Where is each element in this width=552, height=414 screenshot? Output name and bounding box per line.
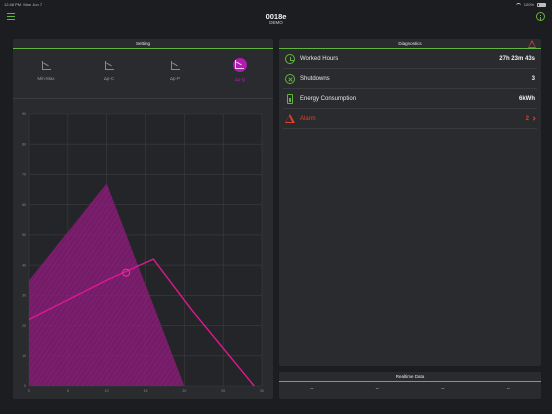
battery-percent: 100% <box>523 2 534 7</box>
list-item: Shutdowns 3 <box>283 69 537 89</box>
x-tick-label: 15 <box>144 389 148 393</box>
y-tick-label: 40 <box>22 263 26 267</box>
diagnostics-panel: Diagnostics Worked Hours 27h 23m 43s Shu… <box>279 39 541 366</box>
chevron-right-icon <box>531 116 536 121</box>
realtime-value: -- <box>375 386 379 392</box>
x-tick-label: 5 <box>67 389 69 393</box>
tab-dp-c[interactable]: Δp-C <box>79 59 139 81</box>
row-label: Energy Consumption <box>300 96 357 102</box>
setting-panel: Setting Min-Max Δp-C Δp-P Δp-Q 0 5 10 15 20 2… <box>13 39 273 399</box>
x-tick-label: 25 <box>221 389 225 393</box>
x-tick-label: 0 <box>28 389 30 393</box>
chart-icon <box>169 59 181 71</box>
realtime-panel: Realtime Data -- -- -- -- <box>279 372 541 399</box>
list-item: Worked Hours 27h 23m 43s <box>283 49 537 69</box>
chart-icon <box>233 58 247 72</box>
tab-label: Δp-Q <box>234 77 246 82</box>
chart-icon <box>103 59 115 71</box>
list-item: Energy Consumption 6kWh <box>283 89 537 109</box>
chart-icon <box>40 59 52 71</box>
y-tick-label: 50 <box>22 233 26 237</box>
row-value: 2 <box>526 109 536 129</box>
tab-min-max[interactable]: Min-Max <box>16 59 76 81</box>
y-tick-label: 30 <box>22 294 26 298</box>
y-tick-label: 60 <box>22 203 26 207</box>
status-right: 100% <box>515 2 546 7</box>
page-title: 0018e <box>265 12 287 21</box>
row-value: 3 <box>531 76 535 82</box>
y-tick-label: 70 <box>22 173 26 177</box>
row-label: Worked Hours <box>300 56 339 62</box>
page-subtitle: DEMO <box>269 20 283 25</box>
battery-icon <box>537 2 546 7</box>
tab-label: Min-Max <box>37 76 55 81</box>
x-tick-label: 30 <box>260 389 264 393</box>
info-icon[interactable] <box>536 12 545 21</box>
operating-point <box>122 268 131 277</box>
curve-series <box>28 258 255 387</box>
battery-icon <box>287 94 293 104</box>
realtime-values: -- -- -- -- <box>279 386 541 392</box>
x-tick-label: 10 <box>105 389 109 393</box>
realtime-value: -- <box>441 386 445 392</box>
row-label: Shutdowns <box>300 76 330 82</box>
setting-title: Setting <box>13 39 273 49</box>
warning-icon[interactable] <box>528 40 536 48</box>
alarm-row[interactable]: Alarm 2 <box>283 109 537 129</box>
y-tick-label: 80 <box>22 142 26 146</box>
x-circle-icon <box>285 74 295 84</box>
y-tick-label: 90 <box>22 112 26 116</box>
row-label: Alarm <box>300 116 316 122</box>
realtime-value: -- <box>506 386 510 392</box>
area-hatch <box>29 183 262 386</box>
tab-label: Δp-C <box>103 76 115 81</box>
menu-icon[interactable] <box>7 13 15 20</box>
realtime-title: Realtime Data <box>279 372 541 382</box>
y-tick-label: 10 <box>22 354 26 358</box>
clock-icon <box>285 54 295 64</box>
row-value: 27h 23m 43s <box>499 56 535 62</box>
y-tick-label: 20 <box>22 324 26 328</box>
tab-dp-q[interactable]: Δp-Q <box>210 58 270 82</box>
y-tick-label: 0 <box>24 384 26 388</box>
tab-label: Δp-P <box>169 76 180 81</box>
warning-icon <box>285 114 295 123</box>
wifi-icon <box>515 2 521 7</box>
x-tick-label: 20 <box>182 389 186 393</box>
tab-dp-p[interactable]: Δp-P <box>145 59 205 81</box>
row-value: 6kWh <box>518 96 535 102</box>
setting-tabs: Min-Max Δp-C Δp-P Δp-Q <box>13 49 273 99</box>
status-bar: 12:48 PM Mon Jun 7 100% <box>0 0 552 8</box>
status-time: 12:48 PM Mon Jun 7 <box>4 2 43 7</box>
realtime-value: -- <box>310 386 314 392</box>
curve-chart[interactable]: 0 5 10 15 20 25 30 0 10 20 30 40 50 60 70 80 90 <box>13 100 273 395</box>
diagnostics-title: Diagnostics <box>279 39 541 49</box>
